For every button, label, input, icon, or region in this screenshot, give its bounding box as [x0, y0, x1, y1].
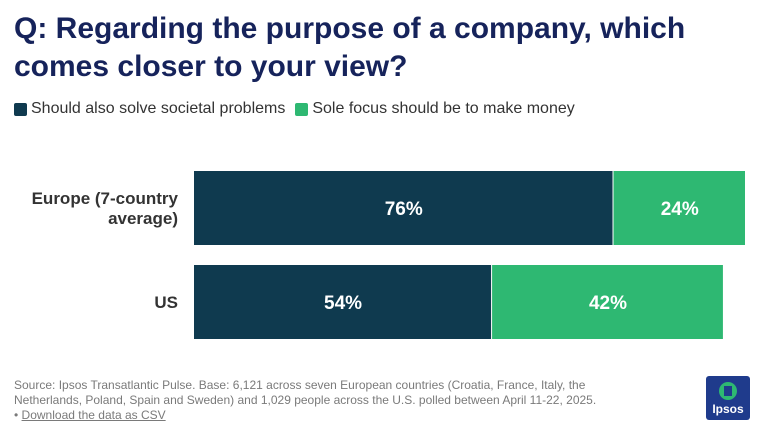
logo-mark-icon — [719, 382, 737, 400]
data-label: 24% — [661, 199, 699, 220]
source-note: Source: Ipsos Transatlantic Pulse. Base:… — [14, 378, 597, 407]
bullet: • — [14, 408, 19, 422]
category-label: Europe (7-country — [32, 189, 179, 208]
bar-segment — [492, 265, 723, 339]
ipsos-logo: Ipsos — [706, 376, 750, 420]
category-label: average) — [108, 209, 178, 228]
download-line: • Download the data as CSV — [14, 408, 654, 423]
data-label: 54% — [324, 293, 362, 314]
bar-segment — [194, 265, 492, 339]
category-label: US — [154, 293, 178, 312]
logo-wordmark: Ipsos — [712, 402, 744, 416]
legend-label-money: Sole focus should be to make money — [312, 100, 575, 117]
legend-item-money: Sole focus should be to make money — [295, 100, 575, 118]
bar-segment — [194, 171, 613, 245]
chart-area: Europe (7-country average) 76% 24% US 54% 42% — [0, 160, 767, 365]
legend-item-societal: Should also solve societal problems — [14, 100, 285, 118]
data-label: 42% — [589, 293, 627, 314]
legend-swatch-societal — [14, 102, 27, 116]
legend-swatch-money — [295, 102, 309, 116]
legend-label-societal: Should also solve societal problems — [31, 100, 286, 117]
footer: Source: Ipsos Transatlantic Pulse. Base:… — [14, 378, 654, 423]
bar-segment — [613, 171, 745, 245]
legend: Should also solve societal problems Sole… — [14, 100, 585, 118]
chart-title: Q: Regarding the purpose of a company, w… — [14, 12, 686, 83]
data-label: 76% — [385, 199, 423, 220]
download-csv-link[interactable]: Download the data as CSV — [21, 408, 166, 422]
